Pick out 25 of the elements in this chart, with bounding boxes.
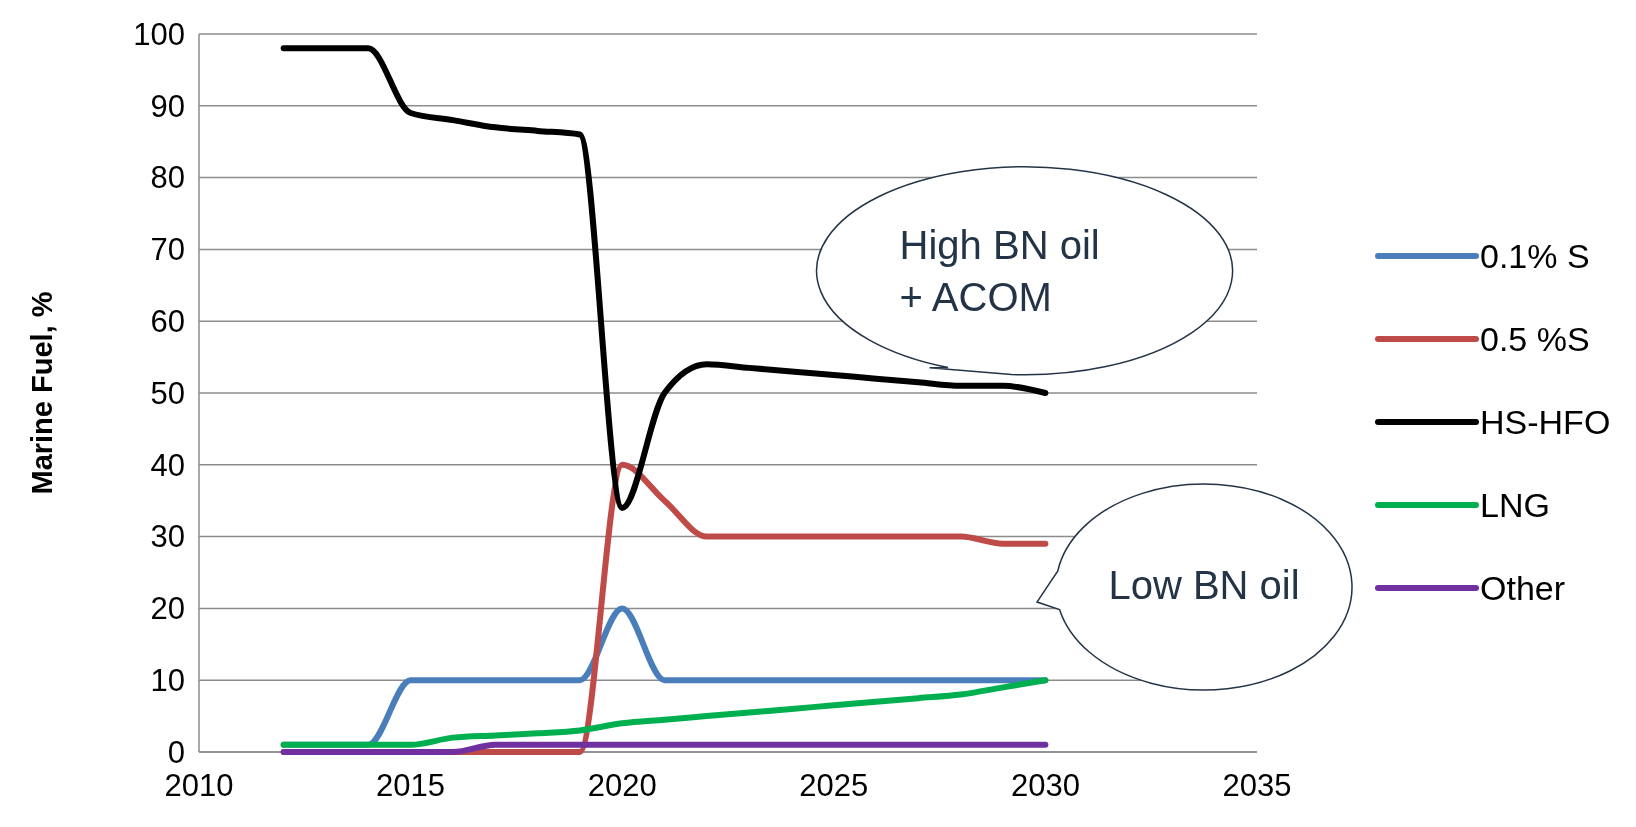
- x-tick-label: 2020: [587, 768, 657, 803]
- y-tick-label: 20: [150, 591, 185, 627]
- x-tick-label: 2010: [164, 768, 234, 803]
- y-tick-label: 80: [150, 160, 185, 196]
- x-tick-label: 2035: [1222, 768, 1292, 803]
- annotation: High BN oil + ACOM: [899, 222, 1100, 319]
- y-tick-label: 70: [150, 232, 185, 268]
- y-tick-label: 60: [150, 304, 185, 340]
- y-tick-label: 50: [150, 375, 185, 411]
- y-tick-label: 40: [150, 447, 185, 483]
- y-tick-label: 100: [133, 16, 185, 52]
- y-tick-label: 10: [150, 663, 185, 699]
- legend-label: 0.5 %S: [1480, 319, 1590, 358]
- legend-label: Other: [1480, 568, 1566, 607]
- y-tick-label: 30: [150, 519, 185, 555]
- y-axis-title: Marine Fuel, %: [26, 291, 58, 495]
- legend-label: 0.1% S: [1480, 236, 1590, 275]
- annotation: Low BN oil: [1108, 563, 1300, 607]
- x-tick-label: 2015: [376, 768, 446, 803]
- y-tick-label: 90: [150, 88, 185, 124]
- x-tick-label: 2030: [1010, 768, 1080, 803]
- legend-label: HS-HFO: [1480, 402, 1611, 441]
- x-tick-label: 2025: [799, 768, 869, 803]
- y-tick-label: 0: [167, 734, 185, 770]
- legend-label: LNG: [1480, 485, 1550, 524]
